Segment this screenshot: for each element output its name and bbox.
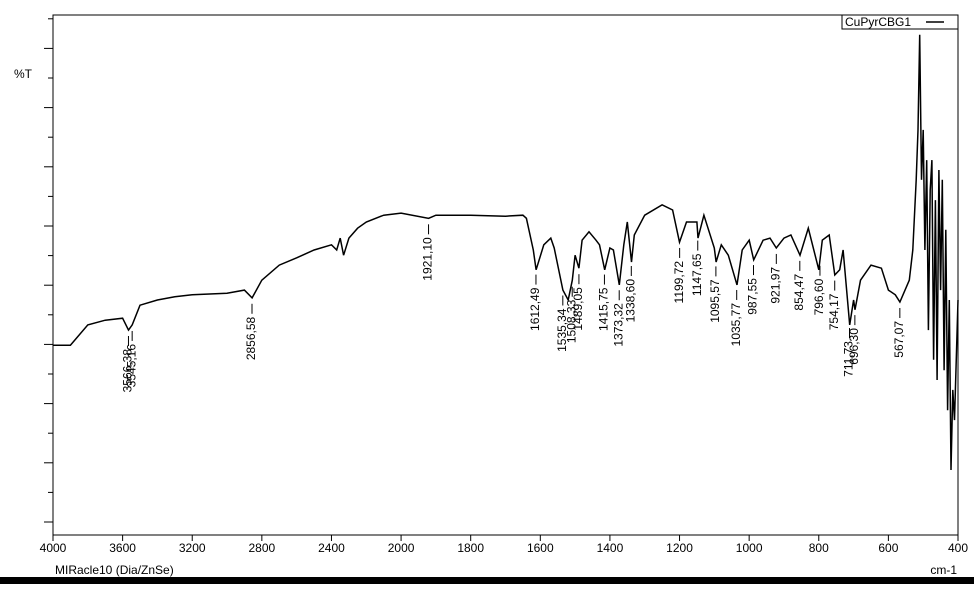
- legend-box: [841, 14, 959, 30]
- bottom-bar: [0, 577, 974, 584]
- x-tick-label: 600: [878, 541, 898, 555]
- x-tick-label: 1600: [527, 541, 554, 555]
- x-tick-label: 2000: [388, 541, 415, 555]
- peak-label: 1535,34: [555, 308, 569, 352]
- peak-label: 1147,65: [690, 253, 704, 296]
- peak-label: 1415,75: [597, 287, 611, 331]
- x-tick-label: 4000: [40, 541, 67, 555]
- plot-frame: [52, 14, 959, 536]
- x-tick-label: 1000: [736, 541, 763, 555]
- peak-label: 711,73: [842, 341, 856, 377]
- peak-label: 987,55: [746, 278, 760, 315]
- peak-label: 1508,33: [564, 299, 578, 343]
- peak-label: 1489,05: [571, 287, 585, 331]
- x-tick-label: 400: [948, 541, 968, 555]
- x-tick-label: 1200: [666, 541, 693, 555]
- peak-label: 854,47: [792, 274, 806, 311]
- peak-label: 696,30: [847, 328, 861, 365]
- legend-label: CuPyrCBG1: [845, 15, 911, 29]
- peak-label: 3566,38: [121, 349, 135, 393]
- spectrum-line: [53, 34, 959, 471]
- x-tick-label: 1400: [597, 541, 624, 555]
- x-tick-label: 3600: [109, 541, 136, 555]
- peak-label: 1921,10: [421, 237, 435, 281]
- peak-label: 1612,49: [528, 287, 542, 331]
- y-axis-label: %T: [14, 67, 33, 81]
- x-tick-label: 2800: [248, 541, 275, 555]
- peak-label: 796,60: [812, 278, 826, 315]
- x-tick-label: 800: [809, 541, 829, 555]
- footer: MIRacle10 (Dia/ZnSe): [55, 563, 174, 577]
- peak-label: 3545,16: [124, 344, 138, 388]
- peak-label: 1035,77: [729, 303, 743, 347]
- x-axis-label: cm-1: [930, 563, 957, 577]
- x-tick-label: 2400: [318, 541, 345, 555]
- peak-label: 754,17: [827, 293, 841, 330]
- peak-label: 1338,60: [623, 279, 637, 323]
- x-tick-label: 3200: [179, 541, 206, 555]
- peak-label: 2856,58: [244, 316, 258, 360]
- peak-label: 1095,57: [708, 279, 722, 323]
- peak-label: 1199,72: [672, 261, 686, 304]
- peak-label: 567,07: [892, 321, 906, 358]
- x-tick-label: 1800: [457, 541, 484, 555]
- peak-label: 921,97: [768, 267, 782, 304]
- peak-label: 1373,32: [611, 303, 625, 347]
